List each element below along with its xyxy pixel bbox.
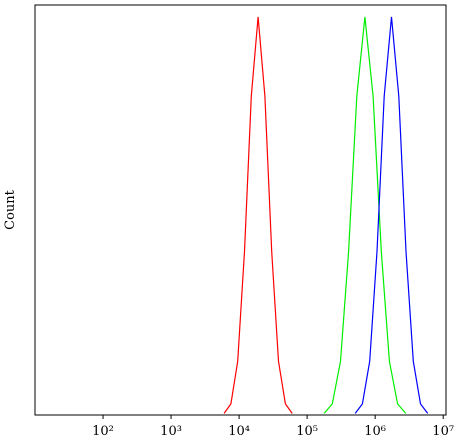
histogram-line — [354, 16, 429, 414]
x-tick-label: 10⁴ — [228, 424, 250, 439]
x-tick-label: 10⁶ — [364, 424, 386, 439]
histogram-line — [223, 16, 293, 414]
y-axis-label: Count — [3, 189, 18, 230]
histogram-line — [323, 16, 407, 414]
x-tick-label: 10² — [92, 424, 114, 439]
plot-frame — [34, 4, 447, 416]
x-tick-label: 10³ — [160, 424, 182, 439]
x-tick-label: 10⁷ — [432, 424, 454, 439]
x-tick-label: 10⁵ — [296, 424, 318, 439]
